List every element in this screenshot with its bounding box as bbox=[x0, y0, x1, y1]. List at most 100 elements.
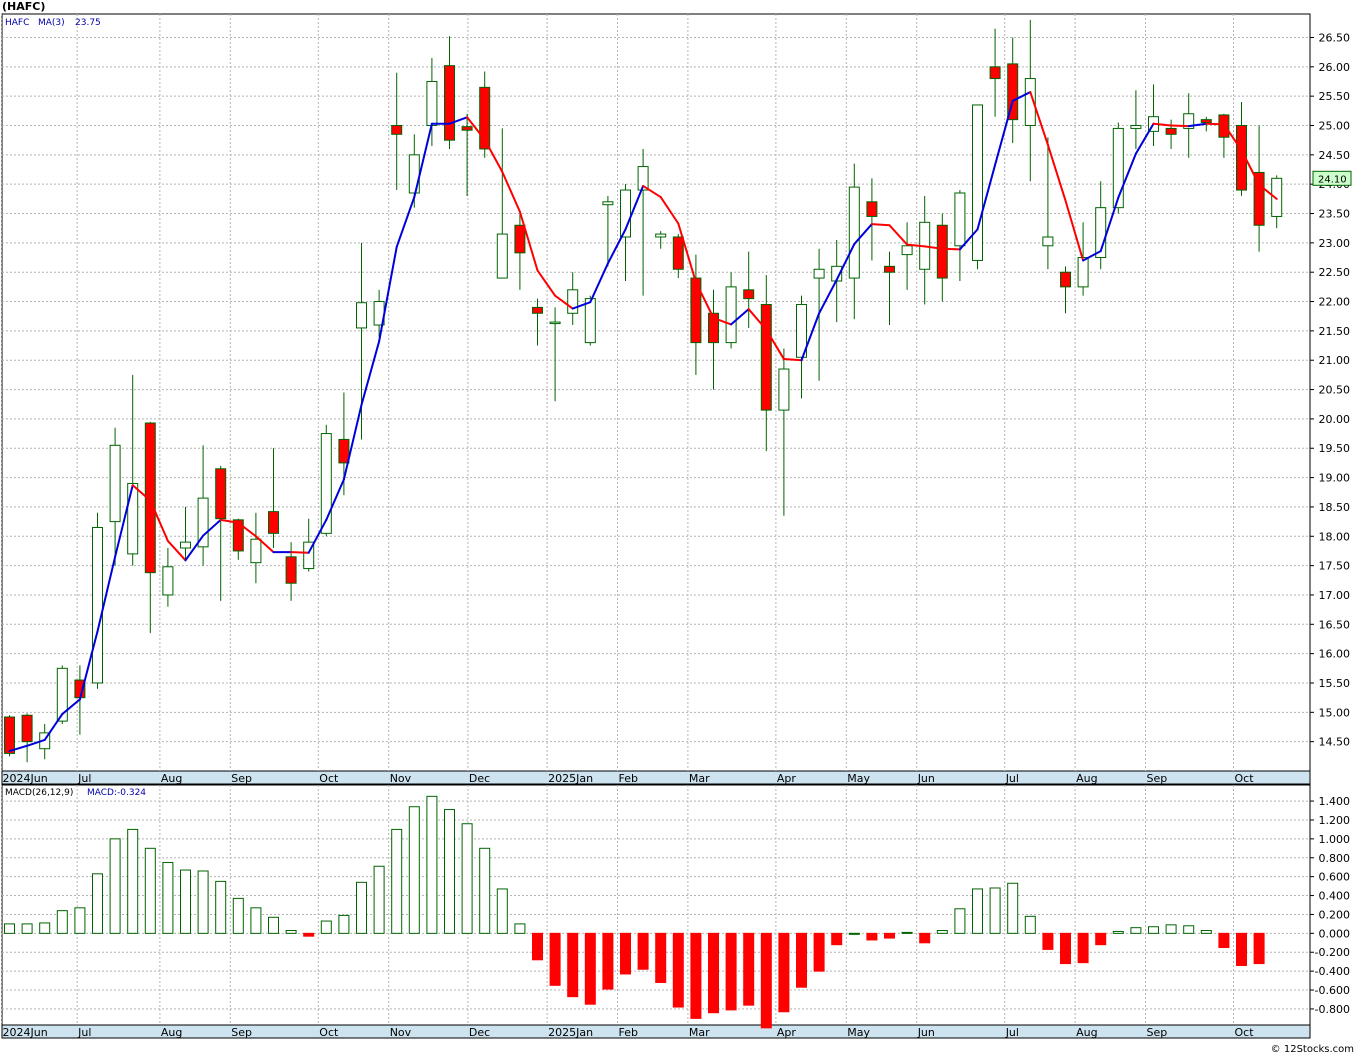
price-y-tick-label: 22.00 bbox=[1319, 296, 1351, 309]
candle-up bbox=[1077, 257, 1089, 288]
candle-up bbox=[1042, 236, 1054, 247]
candle-down bbox=[1200, 119, 1212, 124]
macd-bar-positive bbox=[373, 865, 385, 934]
copyright: © 12Stocks.com bbox=[1270, 1044, 1354, 1055]
macd-y-tick-label: 0.600 bbox=[1319, 871, 1351, 884]
price-y-tick-label: 19.50 bbox=[1319, 442, 1351, 455]
macd-bar-positive bbox=[144, 847, 156, 934]
macd-x-tick-label: Jul bbox=[77, 1026, 91, 1039]
ma-segment bbox=[1046, 143, 1067, 202]
price-x-tick-label: Apr bbox=[777, 772, 797, 785]
price-x-tick-label: Nov bbox=[390, 772, 412, 785]
price-x-tick-label: May bbox=[847, 772, 870, 785]
candle-up bbox=[620, 189, 631, 238]
candle-down bbox=[672, 236, 684, 270]
price-y-tick-label: 23.50 bbox=[1319, 208, 1351, 221]
macd-bar-negative bbox=[1042, 932, 1054, 950]
macd-bar-positive bbox=[514, 923, 526, 934]
ma-segment bbox=[642, 184, 662, 199]
candle-up bbox=[796, 303, 807, 358]
macd-bar-negative bbox=[584, 932, 596, 1005]
macd-bar-positive bbox=[936, 930, 948, 934]
ma-segment bbox=[1205, 122, 1225, 126]
candle-up bbox=[303, 541, 315, 570]
candle-up bbox=[549, 321, 561, 325]
macd-bar-positive bbox=[4, 923, 15, 934]
macd-bar-positive bbox=[162, 861, 174, 934]
candle-up bbox=[127, 482, 139, 555]
price-x-tick-label: Jun bbox=[917, 772, 935, 785]
candle-up bbox=[655, 233, 667, 238]
ma-segment bbox=[624, 184, 645, 231]
ma-segment bbox=[1082, 250, 1102, 262]
ma-segment bbox=[43, 713, 64, 741]
price-y-tick-label: 22.50 bbox=[1319, 266, 1351, 279]
candle-down bbox=[461, 126, 473, 131]
candle-down bbox=[21, 714, 33, 743]
macd-bar-positive bbox=[954, 908, 966, 934]
price-y-tick-label: 15.50 bbox=[1319, 677, 1351, 690]
ma-segment bbox=[501, 170, 521, 213]
price-y-tick-label: 20.50 bbox=[1319, 384, 1351, 397]
macd-bar-positive bbox=[320, 920, 332, 934]
candle-up bbox=[180, 541, 191, 549]
ma-segment bbox=[237, 521, 257, 538]
ma-segment bbox=[1099, 196, 1120, 253]
candle-up bbox=[250, 538, 262, 564]
candle-up bbox=[954, 192, 966, 247]
candle-down bbox=[1060, 271, 1071, 288]
candle-up bbox=[972, 104, 983, 261]
macd-bar-positive bbox=[408, 806, 420, 934]
ma-segment bbox=[114, 484, 134, 558]
price-y-tick-label: 21.00 bbox=[1319, 354, 1351, 367]
candle-up bbox=[725, 286, 737, 344]
candle-up bbox=[356, 302, 367, 329]
candle-down bbox=[1007, 63, 1019, 121]
ma-segment bbox=[96, 555, 117, 633]
macd-bar-positive bbox=[39, 922, 51, 934]
ma-segment bbox=[941, 247, 961, 251]
price-y-tick-label: 20.00 bbox=[1319, 413, 1351, 426]
price-legend-symbol: HAFC bbox=[5, 18, 29, 28]
macd-bar-positive bbox=[426, 795, 438, 934]
macd-x-tick-label: Jun bbox=[917, 1026, 935, 1039]
macd-bar-negative bbox=[620, 932, 631, 975]
ma-segment bbox=[800, 312, 821, 362]
macd-bar-negative bbox=[1077, 932, 1089, 964]
ma-segment bbox=[958, 228, 979, 251]
price-date-axis-band bbox=[1, 770, 1311, 785]
macd-bar-negative bbox=[778, 932, 790, 1013]
macd-bar-negative bbox=[884, 932, 895, 939]
candle-up bbox=[496, 233, 508, 279]
candle-up bbox=[1112, 127, 1124, 209]
candle-down bbox=[760, 303, 772, 411]
candle-down bbox=[743, 289, 755, 300]
chart-title: (HAFC) bbox=[2, 0, 46, 13]
ma-segment bbox=[78, 630, 99, 701]
price-y-tick-label: 23.00 bbox=[1319, 237, 1351, 250]
candle-down bbox=[1236, 124, 1247, 191]
macd-y-tick-label: 0.800 bbox=[1319, 852, 1351, 865]
macd-x-tick-label: Aug bbox=[161, 1026, 182, 1039]
candle-up bbox=[320, 433, 332, 534]
price-x-tick-label: Aug bbox=[1076, 772, 1097, 785]
macd-x-tick-label: Sep bbox=[231, 1026, 252, 1039]
candle-up bbox=[162, 566, 174, 596]
ma-segment bbox=[378, 245, 398, 343]
macd-bar-negative bbox=[637, 932, 649, 970]
candle-down bbox=[1165, 127, 1177, 135]
price-x-tick-label: 2025Jan bbox=[548, 772, 593, 785]
ma-segment bbox=[342, 403, 363, 481]
macd-bar-positive bbox=[461, 823, 473, 934]
candle-down bbox=[1253, 171, 1265, 226]
macd-bar-negative bbox=[303, 932, 315, 937]
ma-segment bbox=[166, 539, 187, 562]
ma-segment bbox=[1134, 122, 1155, 155]
ma-segment bbox=[254, 535, 275, 554]
macd-bar-negative bbox=[1218, 932, 1230, 949]
ma-segment bbox=[1258, 183, 1278, 200]
macd-y-tick-label: 0.400 bbox=[1319, 890, 1351, 903]
macd-bar-positive bbox=[1130, 927, 1142, 934]
macd-bar-positive bbox=[92, 873, 103, 934]
